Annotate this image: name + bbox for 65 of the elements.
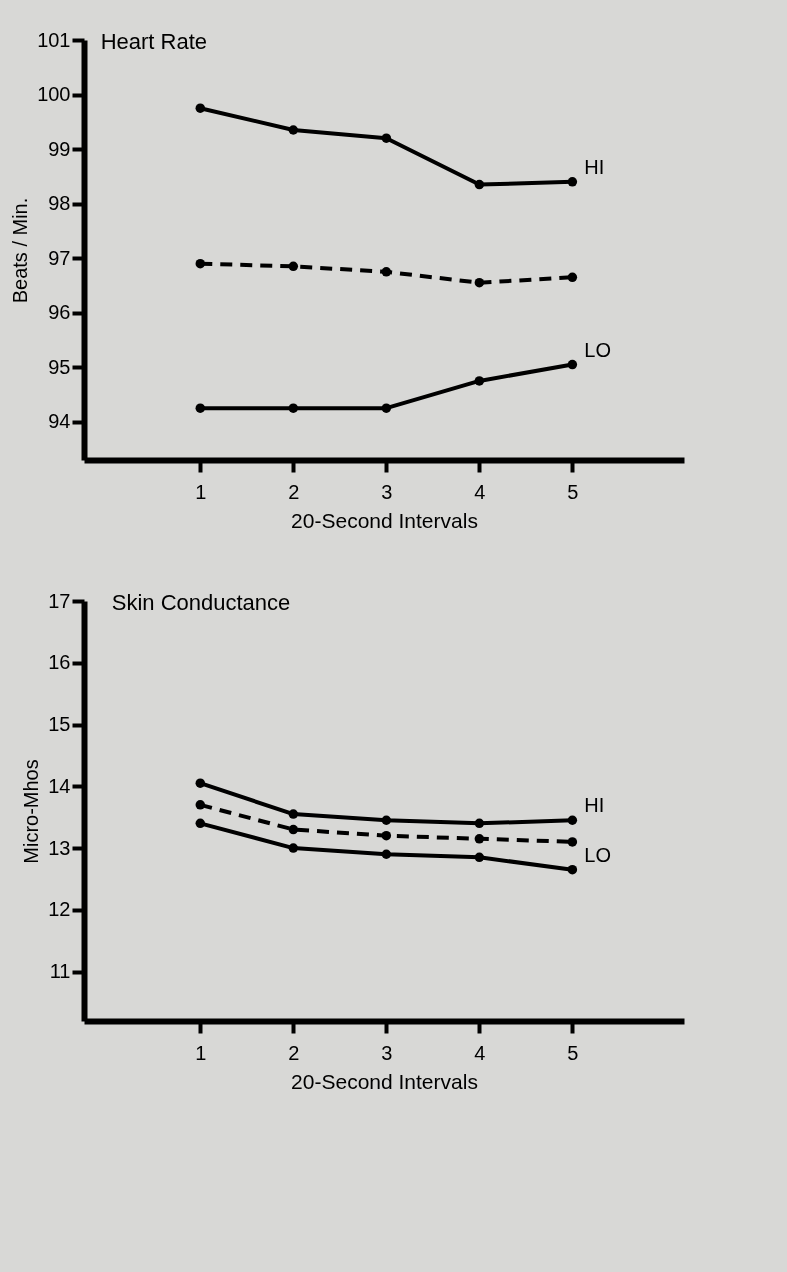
point bbox=[288, 261, 299, 272]
point bbox=[381, 133, 392, 143]
series-label: LO bbox=[584, 843, 612, 866]
y-tick-label: 101 bbox=[37, 28, 71, 51]
series-label: LO bbox=[584, 338, 612, 361]
point bbox=[288, 125, 299, 135]
point bbox=[381, 849, 392, 859]
point bbox=[288, 843, 299, 853]
y-tick-label: 98 bbox=[48, 192, 71, 215]
point bbox=[195, 403, 206, 413]
y-tick-label: 15 bbox=[48, 713, 71, 736]
y-tick-label: 11 bbox=[49, 960, 71, 983]
x-tick-label: 2 bbox=[288, 1041, 300, 1064]
x-tick-label: 3 bbox=[381, 1041, 393, 1064]
point bbox=[567, 272, 578, 283]
point bbox=[288, 403, 299, 413]
point bbox=[474, 376, 485, 386]
x-tick-label: 2 bbox=[288, 480, 300, 503]
point bbox=[567, 359, 578, 370]
point bbox=[567, 177, 578, 187]
point bbox=[474, 834, 485, 844]
point bbox=[381, 830, 392, 841]
point bbox=[381, 815, 392, 825]
y-tick-label: 95 bbox=[48, 355, 71, 378]
chart-title: Skin Conductance bbox=[111, 590, 291, 615]
x-tick-label: 5 bbox=[567, 1041, 579, 1064]
point bbox=[474, 277, 485, 288]
y-tick-label: 96 bbox=[48, 301, 71, 324]
y-axis-title: Beats / Min. bbox=[9, 197, 32, 304]
y-tick-label: 16 bbox=[48, 651, 71, 674]
point bbox=[567, 815, 578, 825]
point bbox=[474, 852, 485, 863]
x-axis-title: 20-Second Intervals bbox=[291, 508, 478, 532]
x-axis-title: 20-Second Intervals bbox=[291, 1069, 478, 1093]
y-tick-label: 13 bbox=[48, 836, 71, 859]
y-tick-label: 99 bbox=[48, 137, 71, 160]
y-tick-label: 12 bbox=[48, 898, 71, 921]
y-tick-label: 97 bbox=[48, 246, 71, 269]
x-tick-label: 4 bbox=[474, 480, 486, 503]
point bbox=[567, 864, 578, 875]
point bbox=[474, 818, 485, 829]
series-label: HI bbox=[584, 155, 605, 178]
point bbox=[195, 800, 206, 810]
point bbox=[195, 818, 206, 829]
point bbox=[195, 258, 206, 269]
y-tick-label: 14 bbox=[48, 774, 71, 797]
y-tick-label: 17 bbox=[48, 589, 71, 612]
point bbox=[381, 403, 392, 413]
point bbox=[474, 179, 485, 190]
y-tick-label: 100 bbox=[37, 83, 71, 106]
point bbox=[288, 809, 299, 819]
x-tick-label: 3 bbox=[381, 480, 393, 503]
point bbox=[195, 103, 206, 113]
chart-title: Heart Rate bbox=[100, 29, 208, 54]
y-axis-title: Micro-Mhos bbox=[20, 759, 43, 864]
x-tick-label: 5 bbox=[567, 480, 579, 503]
point bbox=[381, 267, 392, 277]
x-tick-label: 1 bbox=[195, 480, 207, 503]
point bbox=[567, 837, 578, 847]
x-tick-label: 4 bbox=[474, 1041, 486, 1064]
x-tick-label: 1 bbox=[195, 1041, 207, 1064]
point bbox=[195, 778, 206, 788]
point bbox=[288, 824, 299, 835]
series-label: HI bbox=[584, 794, 605, 817]
y-tick-label: 94 bbox=[48, 410, 71, 433]
